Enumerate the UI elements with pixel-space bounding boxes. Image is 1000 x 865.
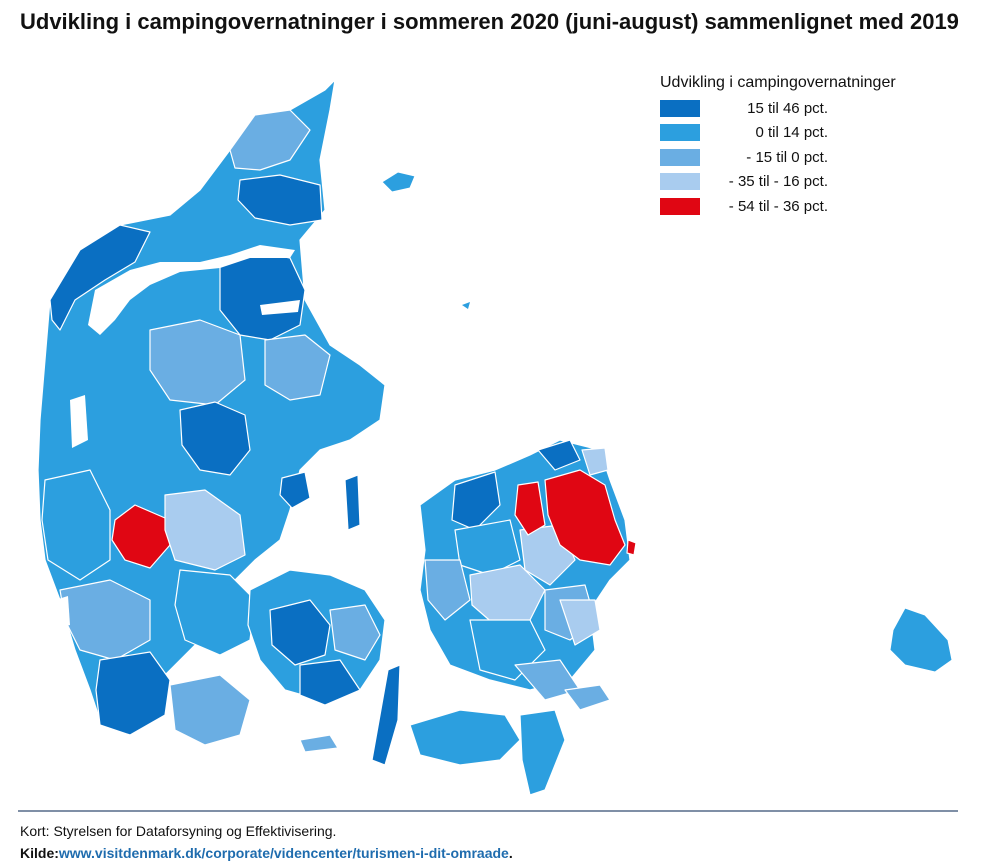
region-hjorring bbox=[229, 109, 311, 171]
region-faaborg bbox=[299, 659, 361, 706]
island-samso bbox=[344, 474, 361, 531]
legend-item: 0 til 14 pct. bbox=[660, 121, 960, 146]
legend-label: 0 til 14 pct. bbox=[755, 124, 828, 142]
region-viborg bbox=[149, 319, 246, 406]
footer-divider bbox=[18, 810, 958, 812]
island-langeland bbox=[371, 664, 401, 766]
source-label: Kilde: bbox=[20, 845, 59, 861]
legend-title: Udvikling i campingovernatninger bbox=[660, 74, 896, 91]
region-thisted bbox=[49, 224, 151, 331]
region-lolland bbox=[409, 709, 521, 766]
region-ringkobing bbox=[41, 469, 111, 581]
region-amager bbox=[626, 539, 637, 556]
source-end: . bbox=[508, 845, 513, 861]
legend-item: 15 til 46 pct. bbox=[660, 96, 960, 121]
legend-label: - 54 til - 36 pct. bbox=[728, 197, 828, 215]
region-randers bbox=[264, 334, 331, 401]
legend-swatch bbox=[660, 173, 700, 191]
legend-swatch bbox=[660, 197, 700, 215]
source-line: Kilde:www.visitdenmark.dk/corporate/vide… bbox=[20, 845, 513, 861]
region-aarhus bbox=[279, 471, 311, 509]
limfjord-water bbox=[88, 245, 295, 335]
legend-label: 15 til 46 pct. bbox=[747, 99, 828, 117]
legend-label: - 15 til 0 pct. bbox=[746, 148, 828, 166]
island-mon bbox=[564, 684, 611, 711]
island-anholt bbox=[462, 302, 470, 309]
source-link[interactable]: www.visitdenmark.dk/corporate/videncente… bbox=[58, 845, 509, 861]
region-stevns bbox=[559, 599, 601, 646]
region-tonder bbox=[95, 651, 171, 736]
region-nyborg bbox=[329, 604, 381, 661]
region-guldborgsund bbox=[519, 709, 566, 796]
legend-item: - 54 til - 36 pct. bbox=[660, 194, 960, 219]
region-capital-north bbox=[544, 469, 626, 566]
legend: Udvikling i campingovernatninger 15 til … bbox=[660, 74, 960, 219]
region-silkeborg bbox=[179, 401, 251, 476]
region-odense bbox=[269, 599, 331, 666]
region-kalundborg bbox=[424, 559, 471, 621]
region-halsnaes bbox=[537, 439, 581, 471]
map-title: Udvikling i campingovernatninger i somme… bbox=[20, 9, 959, 34]
map-credit: Kort: Styrelsen for Dataforsyning og Eff… bbox=[20, 823, 337, 839]
legend-swatch bbox=[660, 99, 700, 117]
region-odsherred bbox=[451, 471, 501, 531]
fjord-water bbox=[55, 596, 70, 628]
fjord-water bbox=[260, 300, 300, 315]
region-sonderborg bbox=[169, 674, 251, 746]
region-frederikssund bbox=[514, 481, 546, 536]
legend-swatch bbox=[660, 148, 700, 166]
legend-item: - 15 til 0 pct. bbox=[660, 145, 960, 170]
legend-label: - 35 til - 16 pct. bbox=[728, 173, 828, 191]
legend-swatch bbox=[660, 124, 700, 142]
region-herning bbox=[111, 504, 171, 569]
legend-item: - 35 til - 16 pct. bbox=[660, 170, 960, 195]
fjord-water bbox=[70, 395, 88, 448]
island-bornholm bbox=[889, 607, 953, 673]
region-vejle bbox=[174, 569, 256, 656]
island-laeso bbox=[381, 171, 416, 193]
denmark-map bbox=[37, 79, 953, 796]
region-ikast-brande bbox=[164, 489, 246, 571]
island-aero bbox=[299, 734, 339, 753]
region-frederikshavn bbox=[237, 174, 323, 226]
region-helsingor bbox=[581, 447, 609, 476]
